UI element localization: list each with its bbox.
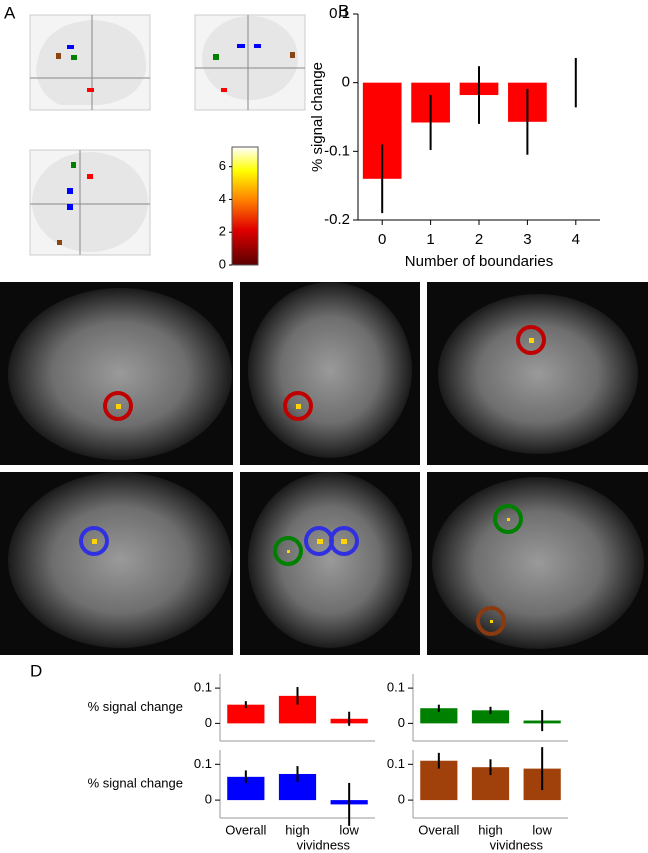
x-tick-label: Overall: [418, 822, 459, 837]
mri-slices: [0, 282, 648, 655]
x-tick-label: low: [339, 822, 359, 837]
colorbar-tick-label: 0: [219, 256, 226, 271]
x-tick-label: Overall: [225, 822, 266, 837]
panel-label: D: [30, 661, 42, 680]
x-tick-label: high: [478, 822, 503, 837]
y-tick-label: -0.2: [324, 211, 350, 228]
panel-label: A: [4, 3, 16, 22]
glass-brain-coronal: [194, 14, 306, 111]
y-axis-label: % signal change: [309, 62, 326, 172]
bar: [471, 710, 510, 724]
x-tick-label: 2: [475, 231, 483, 248]
x-tick-label: 4: [572, 231, 580, 248]
y-tick-label: 0: [398, 715, 405, 730]
panel-label: B: [338, 1, 349, 20]
x-tick-label: 0: [378, 231, 386, 248]
x-tick-label: 1: [426, 231, 434, 248]
y-axis-label: % signal change: [88, 699, 183, 714]
y-tick-label: 0: [205, 792, 212, 807]
colorbar-tick-label: 6: [219, 158, 226, 173]
colorbar: [231, 146, 259, 266]
bar: [420, 708, 458, 724]
y-tick-label: 0.1: [329, 5, 350, 22]
glass-brain-sagittal: [29, 14, 151, 111]
x-axis-label: Number of boundaries: [405, 253, 553, 270]
y-tick-label: -0.1: [324, 142, 350, 159]
y-tick-label: 0: [398, 792, 405, 807]
y-tick-label: 0.1: [387, 756, 405, 771]
bar: [227, 776, 265, 801]
y-tick-label: 0.1: [194, 680, 212, 695]
bar: [227, 704, 265, 724]
y-tick-label: 0.1: [387, 680, 405, 695]
y-axis-label: % signal change: [88, 775, 183, 790]
x-tick-label: 3: [523, 231, 531, 248]
x-tick-label: low: [532, 822, 552, 837]
colorbar-tick-label: 2: [219, 224, 226, 239]
x-tick-label: high: [285, 822, 310, 837]
x-axis-label: vividness: [297, 837, 351, 852]
x-axis-label: vividness: [490, 837, 544, 852]
y-tick-label: 0: [342, 74, 350, 91]
glass-brain-axial: [29, 149, 151, 256]
y-tick-label: 0.1: [194, 756, 212, 771]
colorbar-tick-label: 4: [219, 191, 226, 206]
y-tick-label: 0: [205, 715, 212, 730]
